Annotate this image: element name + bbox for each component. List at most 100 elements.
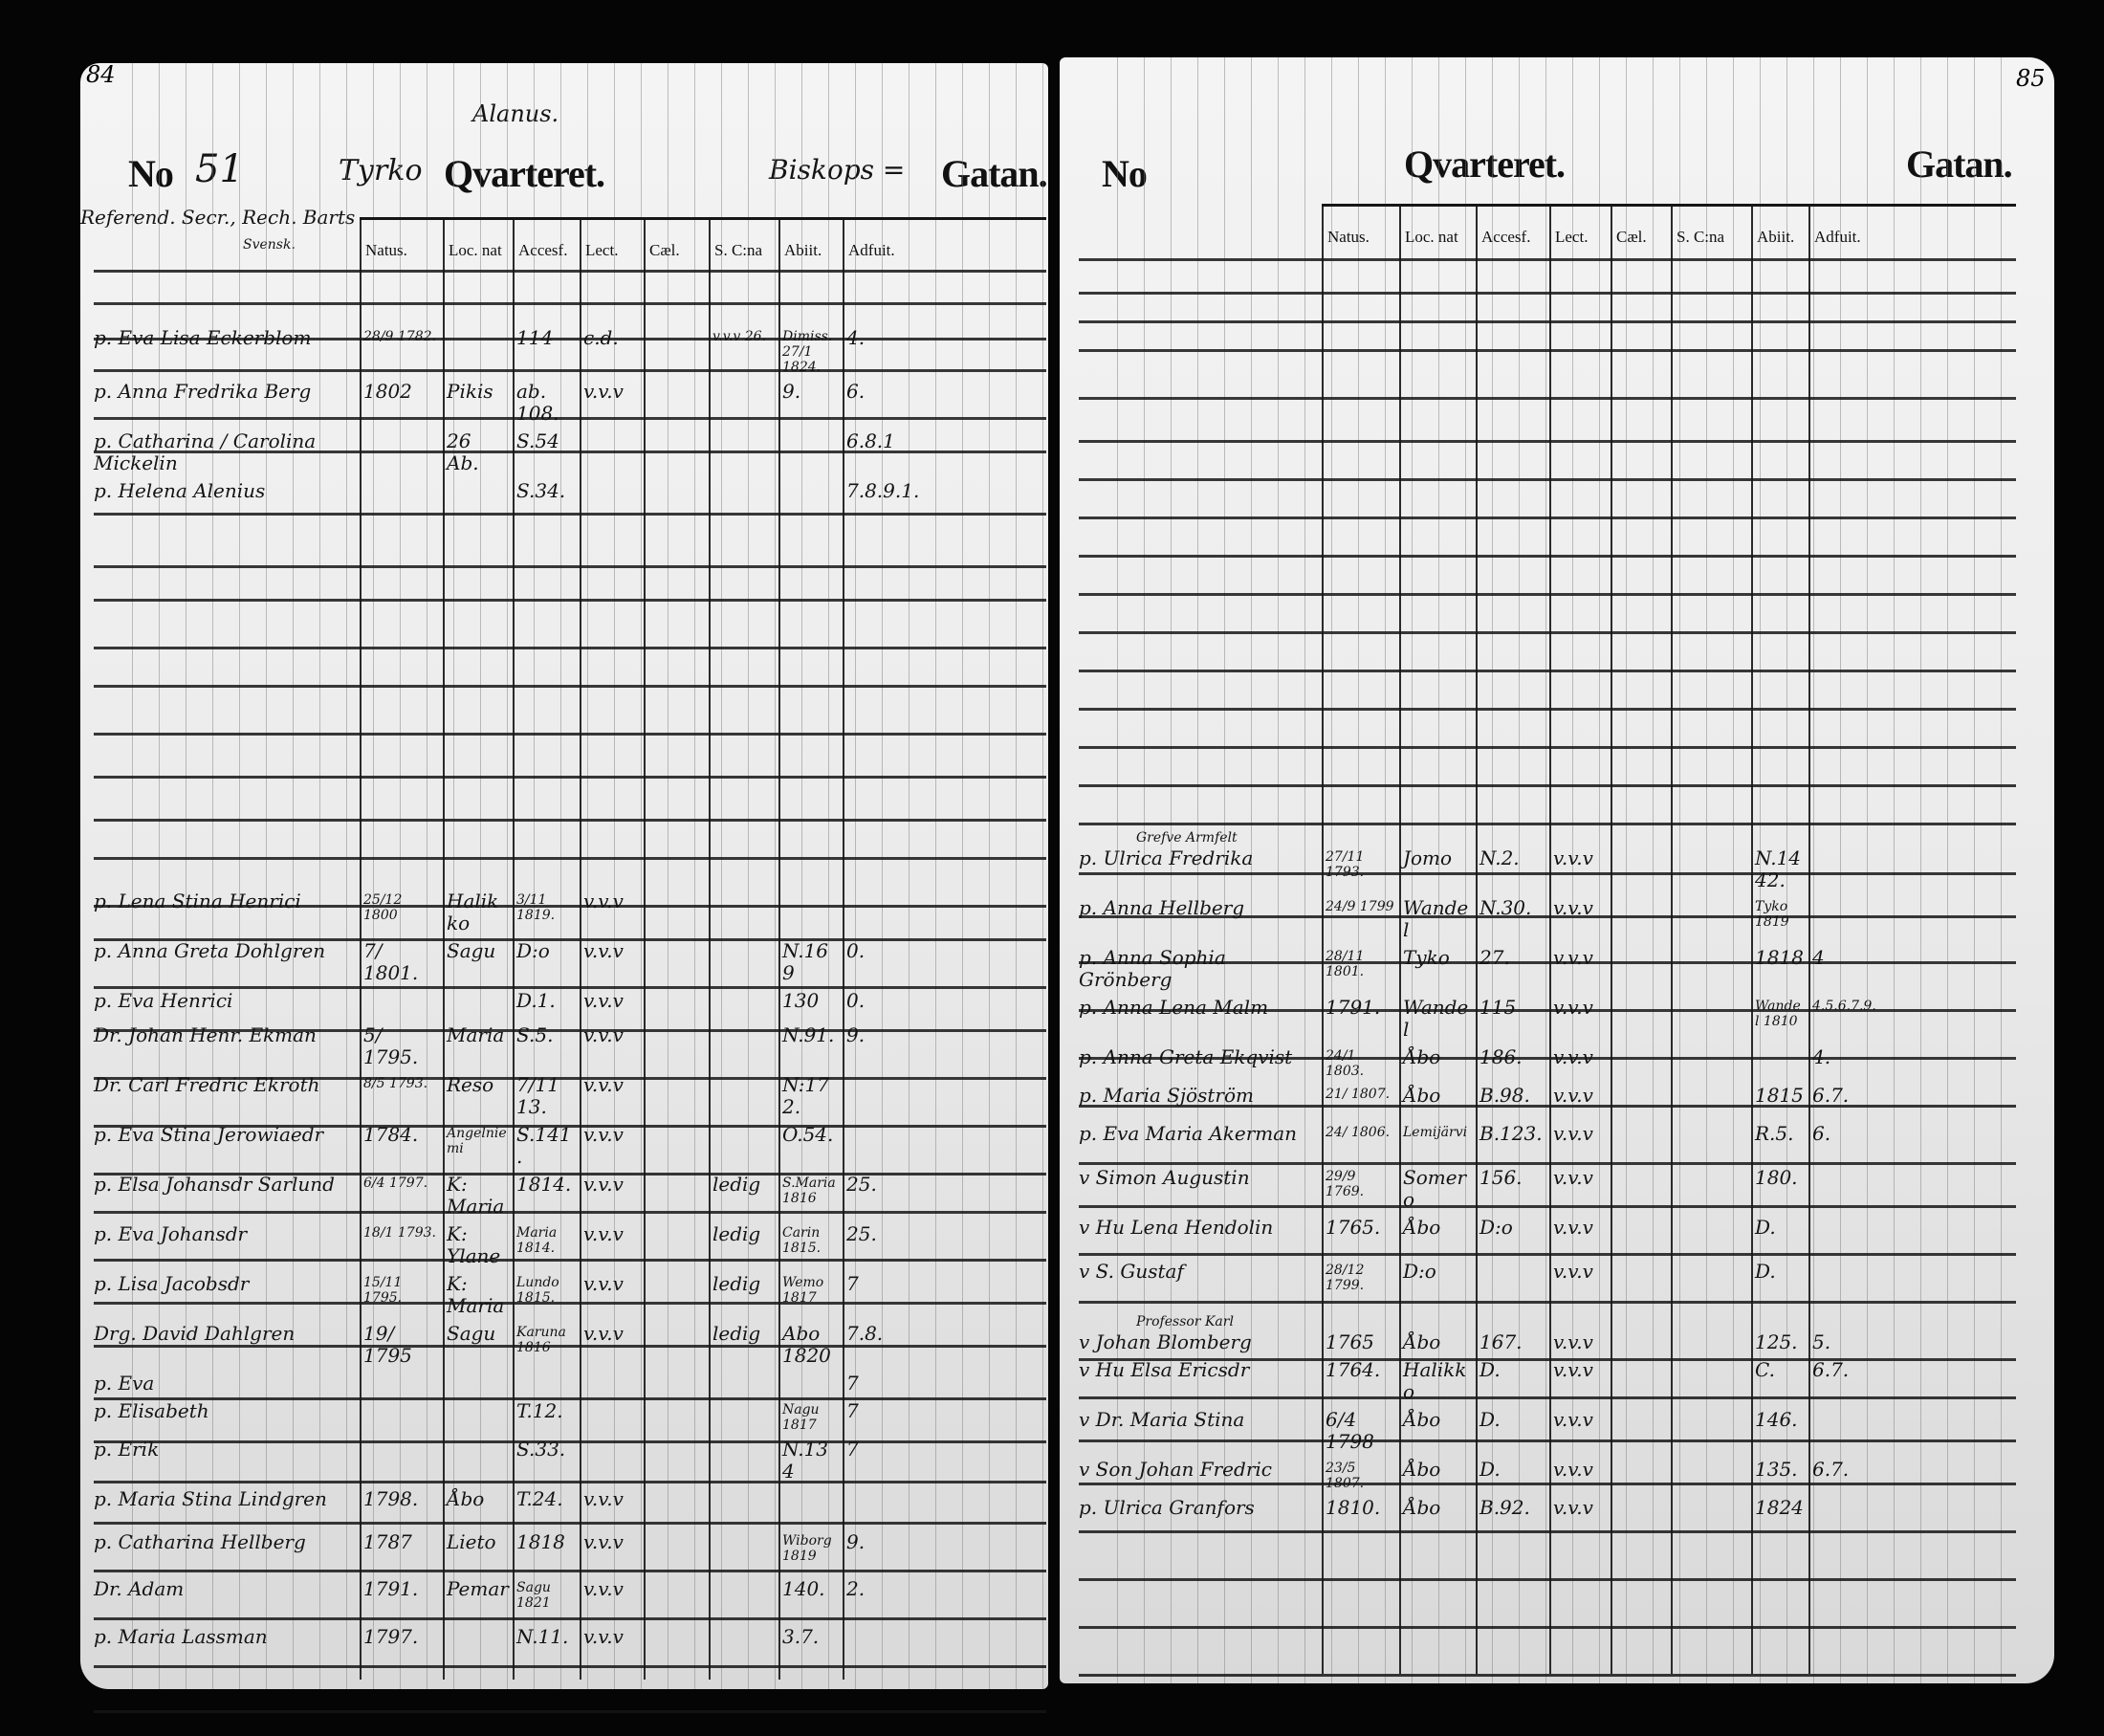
entry-loc: Pemar xyxy=(447,1577,509,1600)
entry-abiit: 9. xyxy=(782,380,801,403)
ruling-line xyxy=(1016,63,1017,1689)
entry-abiit: Abo 1820 xyxy=(782,1322,831,1367)
entry-natus: 6/4 1798 xyxy=(1326,1408,1374,1453)
row-rule xyxy=(1079,1396,2016,1399)
entry-name: v Simon Augustin xyxy=(1079,1166,1250,1189)
entry-natus: 1765. xyxy=(1326,1216,1381,1239)
entry-lect: v.v.v xyxy=(1553,996,1593,1019)
entry-name: v Johan Blomberg xyxy=(1079,1330,1252,1353)
entry-loc: K: Ylane xyxy=(447,1222,501,1267)
row-rule xyxy=(94,1710,1046,1713)
ruling-line xyxy=(1117,57,1118,1683)
ruling-line xyxy=(962,63,963,1689)
column-divider xyxy=(1549,204,1551,1674)
ruling-line xyxy=(1974,57,1975,1683)
ruling-line xyxy=(1679,57,1680,1683)
house-number: 51 xyxy=(195,147,244,191)
household-head: Referend. Secr., Rech. Barts xyxy=(80,206,356,229)
ruling-line xyxy=(400,63,401,1689)
entry-natus: 29/9 1769. xyxy=(1326,1169,1365,1200)
ruling-line xyxy=(1733,57,1734,1683)
row-rule xyxy=(1079,292,2016,295)
left-page: 84 Alanus. No 51 Tyrko Qvarteret. Biskop… xyxy=(80,61,1048,1713)
entry-accesf: N.11. xyxy=(516,1625,569,1648)
entry-natus: 1791. xyxy=(1326,996,1381,1019)
entry-adfuit: 9. xyxy=(846,1530,866,1553)
entry-loc: Lieto xyxy=(447,1530,496,1553)
ruling-line xyxy=(989,63,990,1689)
entry-natus: 28/9 1782. xyxy=(363,329,436,344)
row-rule xyxy=(94,733,1046,736)
entry-accesf: B.123. xyxy=(1479,1122,1543,1145)
row-rule xyxy=(94,1481,1046,1483)
entry-scna: ledig xyxy=(712,1322,761,1345)
column-divider xyxy=(843,217,844,1680)
entry-name: p. Catharina Hellberg xyxy=(94,1530,306,1553)
entry-lect: v.v.v xyxy=(583,1625,624,1648)
ruling-line xyxy=(1840,57,1841,1683)
entry-accesf: D:o xyxy=(1479,1216,1513,1239)
entry-name: v Hu Elsa Ericsdr xyxy=(1079,1358,1250,1381)
entry-abiit: 1815 xyxy=(1755,1084,1804,1107)
quarter-label: Qvarteret. xyxy=(1404,143,1566,186)
entry-lect: v.v.v xyxy=(583,939,624,962)
entry-name: p. Anna Hellberg xyxy=(1079,896,1245,919)
entry-name: p. Ulrica Fredrika xyxy=(1079,846,1254,869)
entry-name: p. Maria Lassman xyxy=(94,1625,268,1648)
entry-natus: 18/1 1793. xyxy=(363,1225,436,1241)
ruling-line xyxy=(1304,57,1305,1683)
row-rule xyxy=(1079,784,2016,787)
entry-accesf: Sagu 1821 xyxy=(516,1580,551,1612)
entry-abiit: C. xyxy=(1755,1358,1775,1381)
column-divider xyxy=(1611,204,1612,1674)
entry-abiit: 140. xyxy=(782,1577,825,1600)
column-divider xyxy=(1476,204,1478,1674)
entry-lect: v.v.v xyxy=(1553,846,1593,869)
entry-accesf: 114 xyxy=(516,326,554,349)
column-header: Cæl. xyxy=(1616,228,1647,246)
entry-loc: Lemijärvi xyxy=(1403,1125,1468,1140)
entry-scna: ledig xyxy=(712,1222,761,1245)
row-rule xyxy=(94,1077,1046,1080)
entry-natus: 6/4 1797. xyxy=(363,1176,428,1191)
entry-lect: v.v.v xyxy=(1553,896,1593,919)
row-rule xyxy=(94,905,1046,908)
entry-accesf: S.5. xyxy=(516,1023,554,1046)
entry-abiit: D. xyxy=(1755,1216,1776,1239)
entry-accesf: N.2. xyxy=(1479,846,1520,869)
entry-accesf: T.12. xyxy=(516,1399,563,1422)
entry-name: p. Anna Sophia Grönberg xyxy=(1079,946,1226,991)
entry-lect: v.v.v xyxy=(583,1487,624,1510)
entry-lect: v.v.v xyxy=(1553,1166,1593,1189)
ruling-line xyxy=(1519,57,1520,1683)
column-header: Lect. xyxy=(585,241,619,259)
row-rule xyxy=(94,1029,1046,1032)
entry-accesf: ab. 108. xyxy=(516,380,559,425)
ruling-line xyxy=(1042,63,1043,1689)
entry-loc: Åbo xyxy=(1403,1330,1441,1353)
entry-accesf: B.98. xyxy=(1479,1084,1530,1107)
column-divider xyxy=(513,217,515,1680)
row-rule xyxy=(94,938,1046,941)
ruling-line xyxy=(587,63,588,1689)
column-header: Loc. nat xyxy=(449,241,502,259)
row-rule xyxy=(94,1259,1046,1262)
row-rule xyxy=(1079,1578,2016,1581)
row-rule xyxy=(94,1665,1046,1668)
entry-note: Grefve Armfelt xyxy=(1136,830,1238,846)
column-divider xyxy=(443,217,445,1680)
entry-abiit: Dimiss. 27/1 1824. xyxy=(782,329,833,376)
ruling-line xyxy=(239,63,240,1689)
ruling-line xyxy=(1706,57,1707,1683)
entry-abiit: N:172. xyxy=(782,1073,829,1118)
row-rule xyxy=(94,685,1046,688)
entry-abiit: N.1442. xyxy=(1755,846,1802,891)
ruling-line xyxy=(1278,57,1279,1683)
row-rule xyxy=(1079,320,2016,323)
entry-loc: Somero xyxy=(1403,1166,1467,1211)
quarter-label: Qvarteret. xyxy=(444,152,605,195)
entry-adfuit: 4. xyxy=(846,326,866,349)
entry-loc: Åbo xyxy=(1403,1408,1441,1431)
entry-loc: Halikko xyxy=(1403,1358,1467,1403)
entry-name: p. Eva Lisa Eckerblom xyxy=(94,326,312,349)
